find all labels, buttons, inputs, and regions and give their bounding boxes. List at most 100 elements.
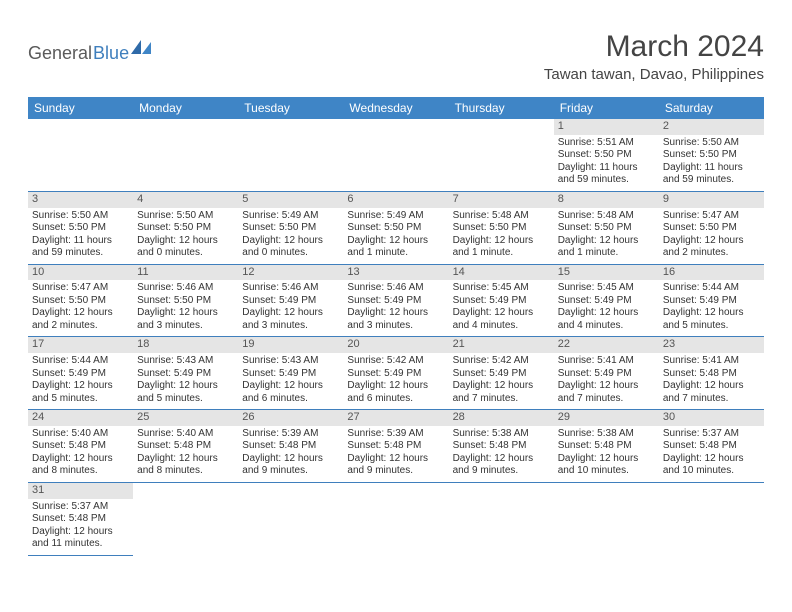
daylight-text: Daylight: 12 hours and 10 minutes. xyxy=(558,453,655,478)
day-cell: 26Sunrise: 5:39 AMSunset: 5:48 PMDayligh… xyxy=(238,410,343,483)
daylight-text: Daylight: 12 hours and 8 minutes. xyxy=(32,453,129,478)
day-cell: 1Sunrise: 5:51 AMSunset: 5:50 PMDaylight… xyxy=(554,119,659,192)
day-number: 25 xyxy=(133,410,238,426)
empty-cell xyxy=(238,119,343,192)
sunrise-text: Sunrise: 5:47 AM xyxy=(32,282,129,295)
day-number: 31 xyxy=(28,483,133,499)
sunset-text: Sunset: 5:50 PM xyxy=(663,222,760,235)
sunrise-text: Sunrise: 5:49 AM xyxy=(242,210,339,223)
daylight-text: Daylight: 12 hours and 9 minutes. xyxy=(242,453,339,478)
day-cell: 11Sunrise: 5:46 AMSunset: 5:50 PMDayligh… xyxy=(133,265,238,338)
sunrise-text: Sunrise: 5:43 AM xyxy=(242,355,339,368)
day-number: 11 xyxy=(133,265,238,281)
sunset-text: Sunset: 5:48 PM xyxy=(32,440,129,453)
day-cell: 4Sunrise: 5:50 AMSunset: 5:50 PMDaylight… xyxy=(133,192,238,265)
sunset-text: Sunset: 5:49 PM xyxy=(347,295,444,308)
sunrise-text: Sunrise: 5:44 AM xyxy=(663,282,760,295)
day-number: 13 xyxy=(343,265,448,281)
daylight-text: Daylight: 11 hours and 59 minutes. xyxy=(663,162,760,187)
sunset-text: Sunset: 5:49 PM xyxy=(558,295,655,308)
daylight-text: Daylight: 12 hours and 5 minutes. xyxy=(137,380,234,405)
sunset-text: Sunset: 5:49 PM xyxy=(347,368,444,381)
day-number: 27 xyxy=(343,410,448,426)
logo-text-blue: Blue xyxy=(93,43,129,64)
sunrise-text: Sunrise: 5:37 AM xyxy=(663,428,760,441)
day-header: Sunday xyxy=(28,97,133,119)
daylight-text: Daylight: 12 hours and 0 minutes. xyxy=(242,235,339,260)
sunset-text: Sunset: 5:50 PM xyxy=(32,295,129,308)
day-cell: 20Sunrise: 5:42 AMSunset: 5:49 PMDayligh… xyxy=(343,337,448,410)
day-number: 23 xyxy=(659,337,764,353)
sunrise-text: Sunrise: 5:42 AM xyxy=(453,355,550,368)
day-number: 1 xyxy=(554,119,659,135)
day-number: 21 xyxy=(449,337,554,353)
day-cell: 10Sunrise: 5:47 AMSunset: 5:50 PMDayligh… xyxy=(28,265,133,338)
day-cell: 22Sunrise: 5:41 AMSunset: 5:49 PMDayligh… xyxy=(554,337,659,410)
sunrise-text: Sunrise: 5:47 AM xyxy=(663,210,760,223)
sunset-text: Sunset: 5:48 PM xyxy=(242,440,339,453)
day-cell: 31Sunrise: 5:37 AMSunset: 5:48 PMDayligh… xyxy=(28,483,133,556)
day-number: 4 xyxy=(133,192,238,208)
sunset-text: Sunset: 5:49 PM xyxy=(453,368,550,381)
day-number: 3 xyxy=(28,192,133,208)
sunrise-text: Sunrise: 5:50 AM xyxy=(663,137,760,150)
day-cell: 12Sunrise: 5:46 AMSunset: 5:49 PMDayligh… xyxy=(238,265,343,338)
day-header: Thursday xyxy=(449,97,554,119)
daylight-text: Daylight: 12 hours and 1 minute. xyxy=(558,235,655,260)
day-cell: 25Sunrise: 5:40 AMSunset: 5:48 PMDayligh… xyxy=(133,410,238,483)
day-cell: 28Sunrise: 5:38 AMSunset: 5:48 PMDayligh… xyxy=(449,410,554,483)
sunset-text: Sunset: 5:48 PM xyxy=(137,440,234,453)
sunset-text: Sunset: 5:50 PM xyxy=(137,222,234,235)
day-number: 2 xyxy=(659,119,764,135)
day-number: 7 xyxy=(449,192,554,208)
logo: General Blue xyxy=(28,40,153,64)
sunrise-text: Sunrise: 5:44 AM xyxy=(32,355,129,368)
daylight-text: Daylight: 12 hours and 9 minutes. xyxy=(453,453,550,478)
day-number: 9 xyxy=(659,192,764,208)
sunset-text: Sunset: 5:49 PM xyxy=(663,295,760,308)
day-cell: 2 Sunrise: 5:50 AMSunset: 5:50 PMDaylight… xyxy=(659,119,764,192)
sunrise-text: Sunrise: 5:48 AM xyxy=(558,210,655,223)
day-number: 19 xyxy=(238,337,343,353)
day-cell: 6Sunrise: 5:49 AMSunset: 5:50 PMDaylight… xyxy=(343,192,448,265)
empty-cell xyxy=(28,119,133,192)
daylight-text: Daylight: 12 hours and 3 minutes. xyxy=(347,307,444,332)
daylight-text: Daylight: 12 hours and 11 minutes. xyxy=(32,526,129,551)
day-cell: 27Sunrise: 5:39 AMSunset: 5:48 PMDayligh… xyxy=(343,410,448,483)
sunrise-text: Sunrise: 5:38 AM xyxy=(558,428,655,441)
daylight-text: Daylight: 12 hours and 4 minutes. xyxy=(453,307,550,332)
day-number: 12 xyxy=(238,265,343,281)
daylight-text: Daylight: 12 hours and 7 minutes. xyxy=(558,380,655,405)
day-number: 24 xyxy=(28,410,133,426)
sunset-text: Sunset: 5:48 PM xyxy=(663,368,760,381)
sunset-text: Sunset: 5:50 PM xyxy=(453,222,550,235)
sunrise-text: Sunrise: 5:49 AM xyxy=(347,210,444,223)
day-number: 8 xyxy=(554,192,659,208)
sunset-text: Sunset: 5:50 PM xyxy=(347,222,444,235)
sunrise-text: Sunrise: 5:40 AM xyxy=(32,428,129,441)
daylight-text: Daylight: 12 hours and 7 minutes. xyxy=(453,380,550,405)
daylight-text: Daylight: 12 hours and 1 minute. xyxy=(347,235,444,260)
day-number: 14 xyxy=(449,265,554,281)
empty-cell xyxy=(343,119,448,192)
daylight-text: Daylight: 11 hours and 59 minutes. xyxy=(32,235,129,260)
sunset-text: Sunset: 5:48 PM xyxy=(32,513,129,526)
sunset-text: Sunset: 5:50 PM xyxy=(558,222,655,235)
day-number: 26 xyxy=(238,410,343,426)
sunrise-text: Sunrise: 5:46 AM xyxy=(137,282,234,295)
daylight-text: Daylight: 12 hours and 2 minutes. xyxy=(663,235,760,260)
day-cell: 14Sunrise: 5:45 AMSunset: 5:49 PMDayligh… xyxy=(449,265,554,338)
daylight-text: Daylight: 12 hours and 10 minutes. xyxy=(663,453,760,478)
day-number: 22 xyxy=(554,337,659,353)
sunset-text: Sunset: 5:50 PM xyxy=(663,149,760,162)
day-number: 10 xyxy=(28,265,133,281)
sunset-text: Sunset: 5:49 PM xyxy=(137,368,234,381)
daylight-text: Daylight: 12 hours and 6 minutes. xyxy=(242,380,339,405)
day-header: Friday xyxy=(554,97,659,119)
sunset-text: Sunset: 5:49 PM xyxy=(558,368,655,381)
day-cell: 30Sunrise: 5:37 AMSunset: 5:48 PMDayligh… xyxy=(659,410,764,483)
daylight-text: Daylight: 12 hours and 4 minutes. xyxy=(558,307,655,332)
sunrise-text: Sunrise: 5:38 AM xyxy=(453,428,550,441)
day-number: 20 xyxy=(343,337,448,353)
sunrise-text: Sunrise: 5:50 AM xyxy=(32,210,129,223)
